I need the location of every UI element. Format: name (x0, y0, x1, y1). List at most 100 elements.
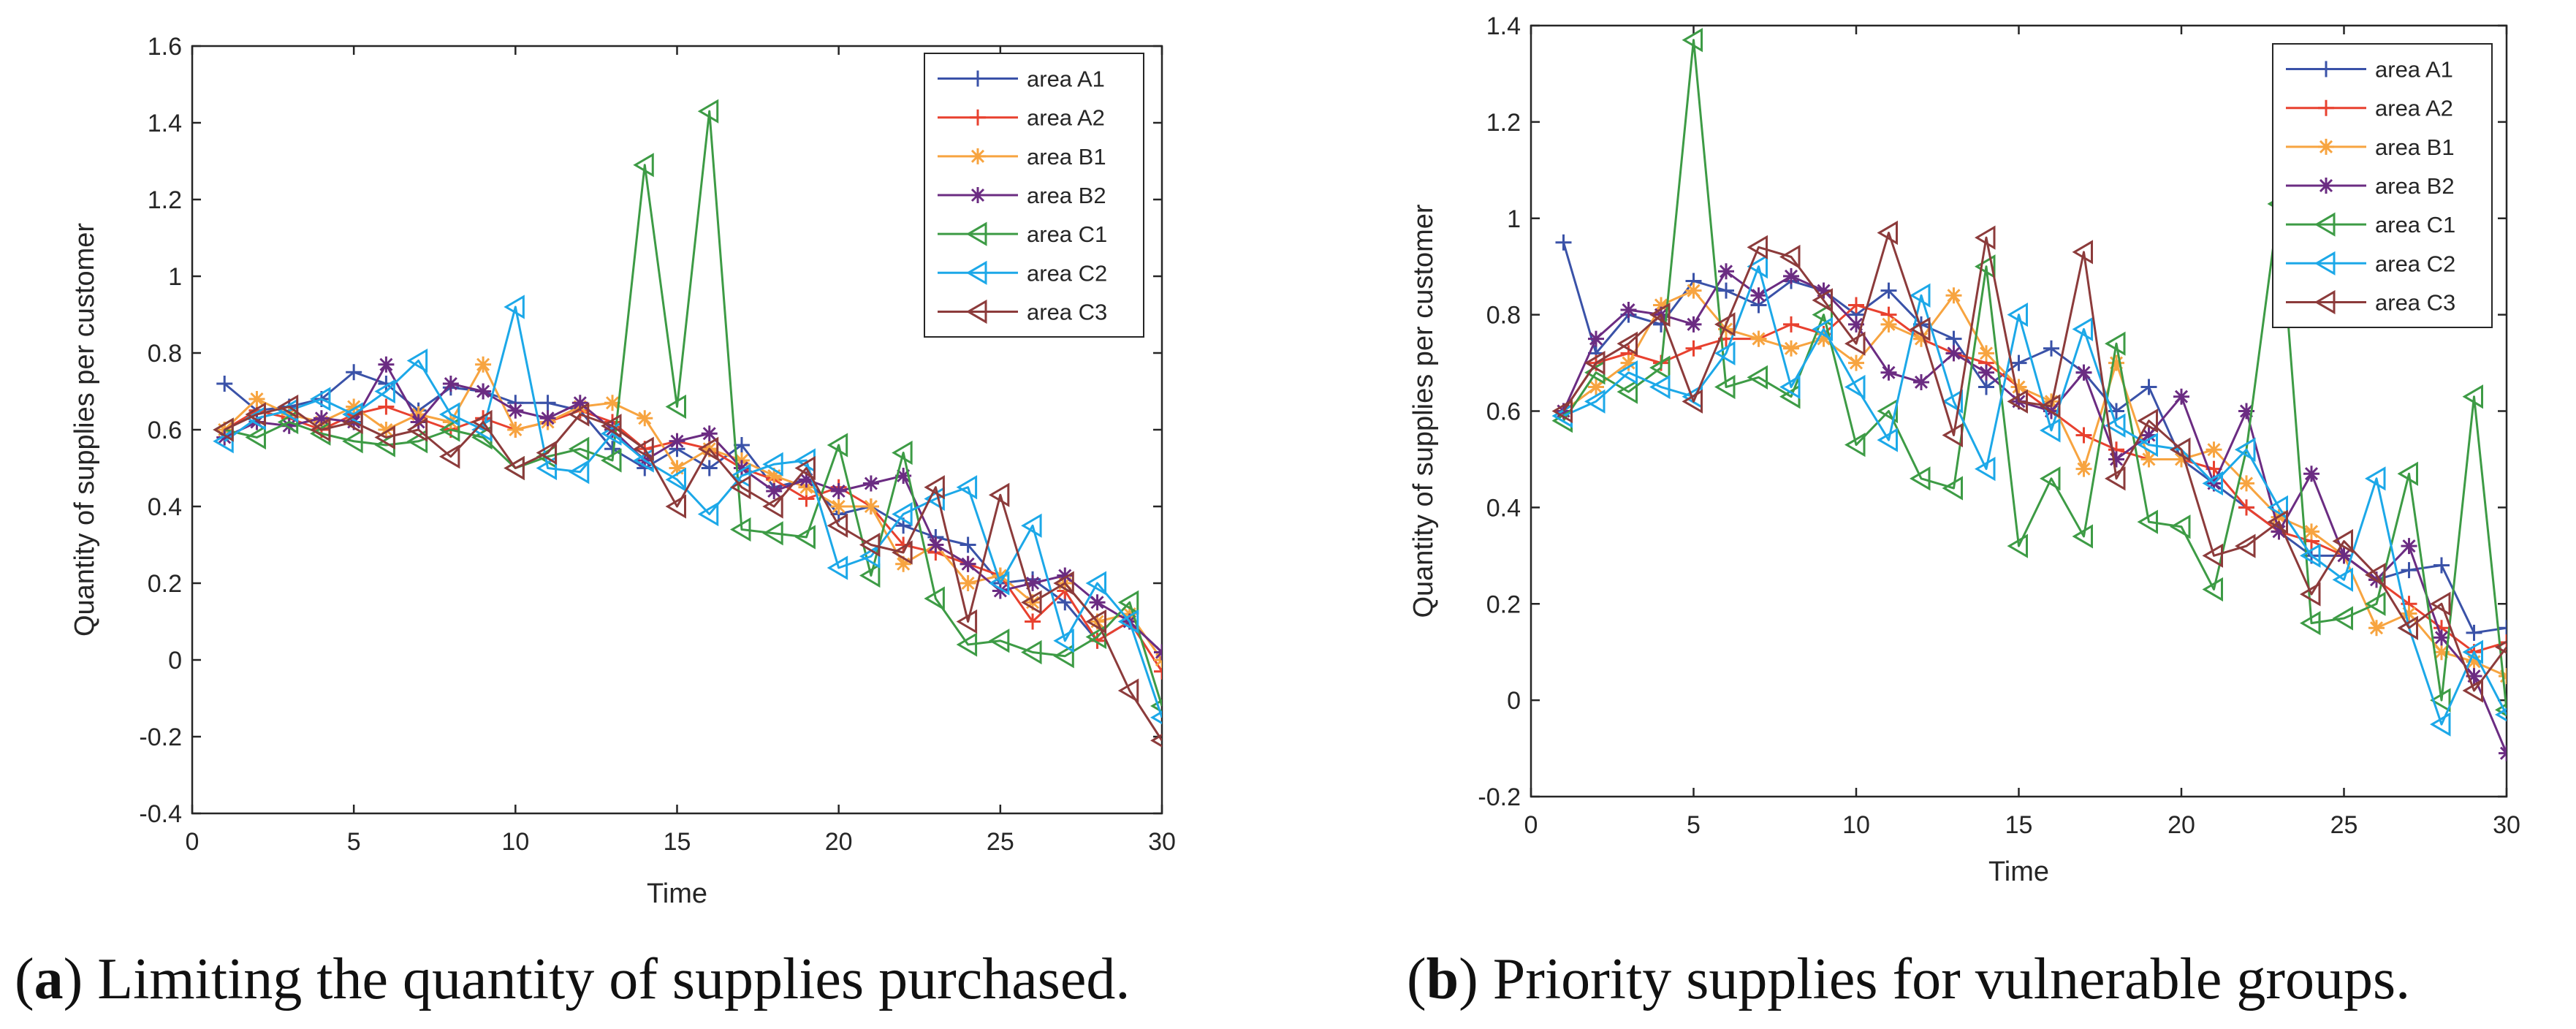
chart-1-point-area-b2 (766, 483, 783, 499)
chart-1-point-area-b2 (442, 376, 459, 392)
chart-2-point-area-c3 (2072, 240, 2093, 265)
chart-1-point-area-c3 (892, 540, 913, 565)
chart-2-point-area-c3 (1682, 389, 1703, 414)
chart-2-point-area-c1 (2105, 331, 2126, 356)
chart-2-point-area-a1 (2043, 340, 2059, 357)
chart-1-point-area-c3 (827, 513, 848, 538)
chart-1-point-area-c1 (1117, 590, 1139, 615)
chart-2-point-area-b1 (2238, 475, 2254, 492)
chart-2-point-area-c2 (2495, 707, 2507, 722)
chart-1-legend-marker-area-b2 (970, 187, 986, 203)
chart-1-point-area-c1 (988, 629, 1010, 653)
chart-2-point-area-c2 (1649, 374, 1671, 400)
chart-1-point-area-a2 (378, 398, 395, 415)
chart-2-point-area-b1 (1685, 282, 1702, 299)
chart-2-point-area-c3 (2300, 582, 2321, 607)
chart-1-point-area-c3 (536, 440, 558, 466)
chart-2-ytick-label: 1 (1507, 205, 1521, 233)
chart-1-point-area-c1 (277, 409, 299, 435)
chart-1-legend-marker-area-c3 (966, 299, 987, 324)
chart-2-point-area-b1 (2010, 379, 2027, 395)
chart-2-point-area-c1 (2202, 577, 2223, 602)
chart-1-legend-marker-area-c1 (966, 221, 987, 246)
chart-1-point-area-c2 (924, 486, 945, 512)
chart-2-point-area-c3 (2170, 437, 2191, 462)
chart-2-xlabel: Time (1988, 857, 2049, 887)
chart-2-point-area-a1 (2499, 620, 2507, 637)
chart-2-point-area-c1 (2300, 611, 2321, 636)
chart-1-point-area-c3 (245, 402, 266, 427)
chart-1-legend-label-area-a1: area A1 (1027, 67, 1105, 92)
chart-2-xtick-label: 5 (1687, 811, 1701, 839)
chart-2: 0 5 10 15 20 25 30-0.200.20.40.60.811.21.4Time… (1408, 12, 2520, 887)
chart-2-point-area-a2 (1685, 340, 1702, 357)
chart-2-point-area-b2 (1588, 330, 1604, 347)
chart-1-point-area-c1 (697, 99, 719, 124)
chart-1-point-area-c1 (794, 525, 816, 550)
chart-1-ytick-label: 0.8 (148, 340, 182, 368)
chart-2-point-area-c3 (2462, 678, 2483, 703)
chart-1-point-area-c2 (859, 544, 881, 569)
chart-1-point-area-c3 (729, 475, 751, 500)
chart-1-ytick-label: 0.2 (148, 570, 182, 598)
chart-1-ytick-label: 1.6 (148, 33, 182, 61)
chart-1-point-area-c3 (1053, 571, 1074, 596)
chart-1-point-area-b2 (410, 414, 427, 430)
chart-2-xtick-label: 0 (1524, 811, 1538, 839)
chart-1-ytick-label: 1.4 (148, 110, 182, 137)
chart-2-point-area-c1 (2040, 466, 2061, 491)
chart-2-point-area-c1 (1812, 303, 1833, 327)
chart-1-point-area-c3 (794, 455, 816, 481)
chart-2-point-area-b2 (2303, 466, 2319, 482)
chart-1-point-area-c2 (827, 555, 848, 580)
chart-1-point-area-c3 (568, 402, 590, 427)
chart-1-point-area-b1 (281, 406, 297, 422)
chart-2-point-area-b2 (2271, 523, 2287, 540)
chart-1-point-area-c2 (1021, 513, 1042, 538)
chart-1-point-area-b2 (378, 356, 395, 373)
chart-1-ytick-label: 0.6 (148, 417, 182, 444)
chart-2-point-area-c1 (2332, 606, 2353, 631)
chart-2-point-area-b1 (1783, 340, 1799, 357)
chart-2-point-area-c3 (2040, 394, 2061, 419)
chart-1-legend-label-area-c2: area C2 (1027, 260, 1107, 286)
chart-2-point-area-b1 (2466, 653, 2482, 670)
chart-1-legend-marker-area-b1 (970, 148, 986, 164)
chart-2-point-area-b2 (1685, 316, 1702, 333)
chart-2-point-area-a2 (2499, 634, 2507, 650)
chart-2-point-area-b2 (2499, 745, 2507, 762)
chart-2-point-area-c1 (2365, 591, 2386, 616)
chart-2-line-area-c3 (1562, 232, 2507, 692)
chart-2-point-area-c2 (2072, 316, 2093, 342)
chart-1-xtick-label: 25 (987, 828, 1014, 856)
chart-2-point-area-b2 (2466, 668, 2482, 685)
chart-1-point-area-b2 (701, 425, 718, 442)
chart-1-legend-label-area-b1: area B1 (1027, 144, 1106, 170)
chart-1-point-area-c2 (956, 475, 978, 500)
chart-2-point-area-b2 (1815, 282, 1832, 299)
chart-1-point-area-c3 (1150, 733, 1162, 748)
chart-1-line-area-b2 (224, 363, 1162, 653)
chart-1-point-area-b2 (539, 410, 556, 427)
chart-2-point-area-c3 (1975, 225, 1996, 250)
chart-2-point-area-b1 (1750, 330, 1767, 347)
chart-2-point-area-c1 (1616, 379, 1638, 404)
chart-2-point-area-a1 (1880, 282, 1897, 299)
chart-2-point-area-b2 (1620, 302, 1637, 319)
chart-2-point-area-b2 (1913, 373, 1929, 390)
chart-1-point-area-c2 (762, 452, 783, 476)
chart-1-point-area-a1 (539, 395, 556, 411)
chart-1-point-area-b2 (798, 471, 815, 488)
chart-1-point-area-c3 (1021, 590, 1042, 615)
chart-2-point-area-c2 (2105, 413, 2126, 438)
chart-2-point-area-c2 (2202, 471, 2223, 496)
chart-2-point-area-a1 (2401, 562, 2417, 579)
chart-2-point-area-c3 (2235, 534, 2256, 558)
chart-1-point-area-b2 (216, 429, 233, 446)
chart-2-point-area-b1 (1978, 345, 1994, 362)
chart-2-point-area-c3 (2430, 591, 2451, 616)
chart-1-point-area-c3 (633, 436, 654, 461)
caption-a-text: Limiting the quantity of supplies purcha… (83, 947, 1131, 1011)
chart-2-point-area-c2 (1747, 254, 1768, 279)
chart-1-point-area-b2 (669, 433, 685, 449)
